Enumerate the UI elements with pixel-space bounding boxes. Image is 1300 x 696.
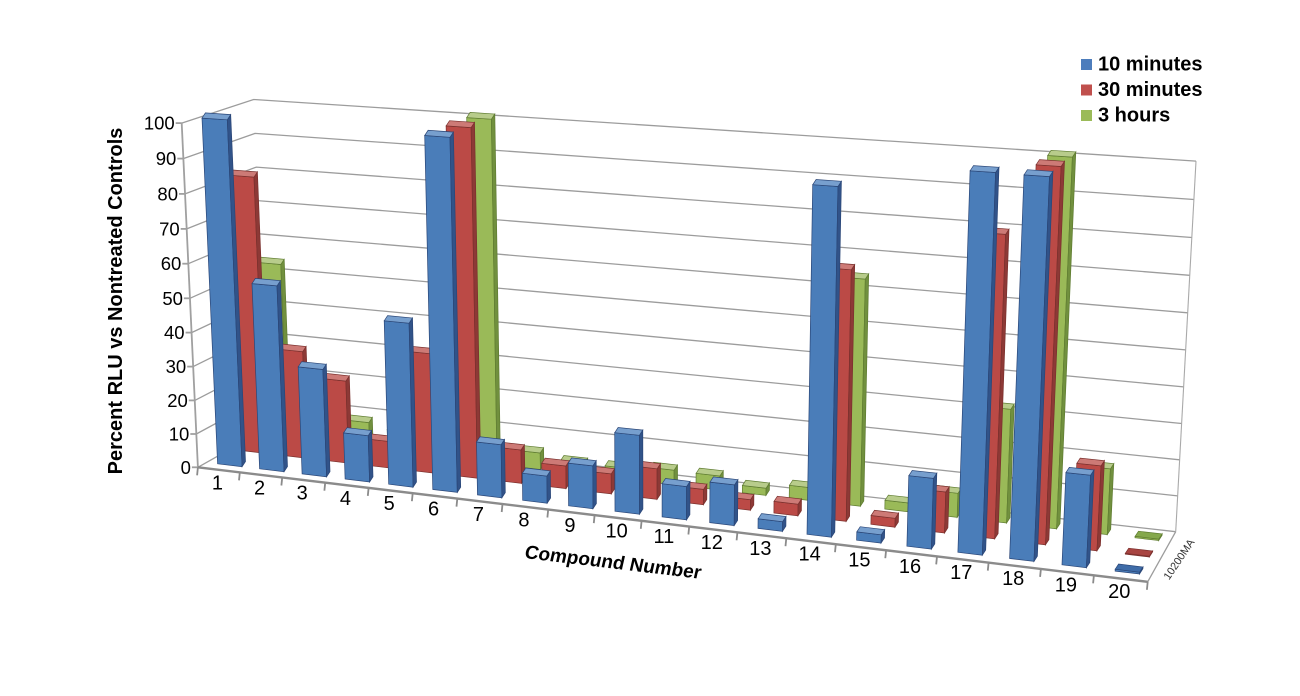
svg-text:20: 20	[1108, 581, 1130, 603]
svg-text:2: 2	[254, 477, 265, 499]
svg-text:19: 19	[1055, 575, 1077, 597]
svg-text:100: 100	[144, 113, 175, 134]
svg-text:30 minutes: 30 minutes	[1098, 79, 1202, 101]
svg-text:Percent RLU vs Nontreated Cont: Percent RLU vs Nontreated Controls	[105, 128, 127, 475]
svg-text:10 minutes: 10 minutes	[1098, 54, 1202, 76]
svg-text:1: 1	[212, 472, 223, 494]
svg-text:70: 70	[159, 218, 180, 239]
svg-text:13: 13	[749, 538, 771, 560]
svg-text:10: 10	[169, 424, 190, 445]
svg-text:9: 9	[564, 515, 575, 537]
svg-text:14: 14	[798, 544, 820, 566]
svg-text:80: 80	[157, 183, 178, 204]
svg-text:17: 17	[950, 562, 972, 584]
svg-text:18: 18	[1002, 568, 1024, 590]
svg-text:50: 50	[162, 288, 183, 309]
svg-text:5: 5	[384, 493, 395, 515]
svg-text:3 hours: 3 hours	[1098, 105, 1170, 127]
svg-text:4: 4	[340, 488, 351, 510]
svg-text:8: 8	[518, 509, 529, 531]
svg-text:3: 3	[297, 483, 308, 505]
svg-text:10: 10	[605, 521, 627, 543]
svg-text:20: 20	[167, 390, 188, 411]
svg-text:0: 0	[181, 457, 191, 478]
svg-text:90: 90	[156, 148, 177, 169]
svg-text:6: 6	[428, 498, 439, 520]
svg-text:30: 30	[166, 356, 187, 377]
svg-text:60: 60	[161, 253, 182, 274]
svg-text:40: 40	[164, 322, 185, 343]
svg-text:12: 12	[701, 532, 723, 554]
svg-text:7: 7	[473, 504, 484, 526]
svg-text:11: 11	[654, 526, 675, 548]
svg-text:16: 16	[899, 556, 921, 578]
svg-text:15: 15	[848, 550, 870, 572]
